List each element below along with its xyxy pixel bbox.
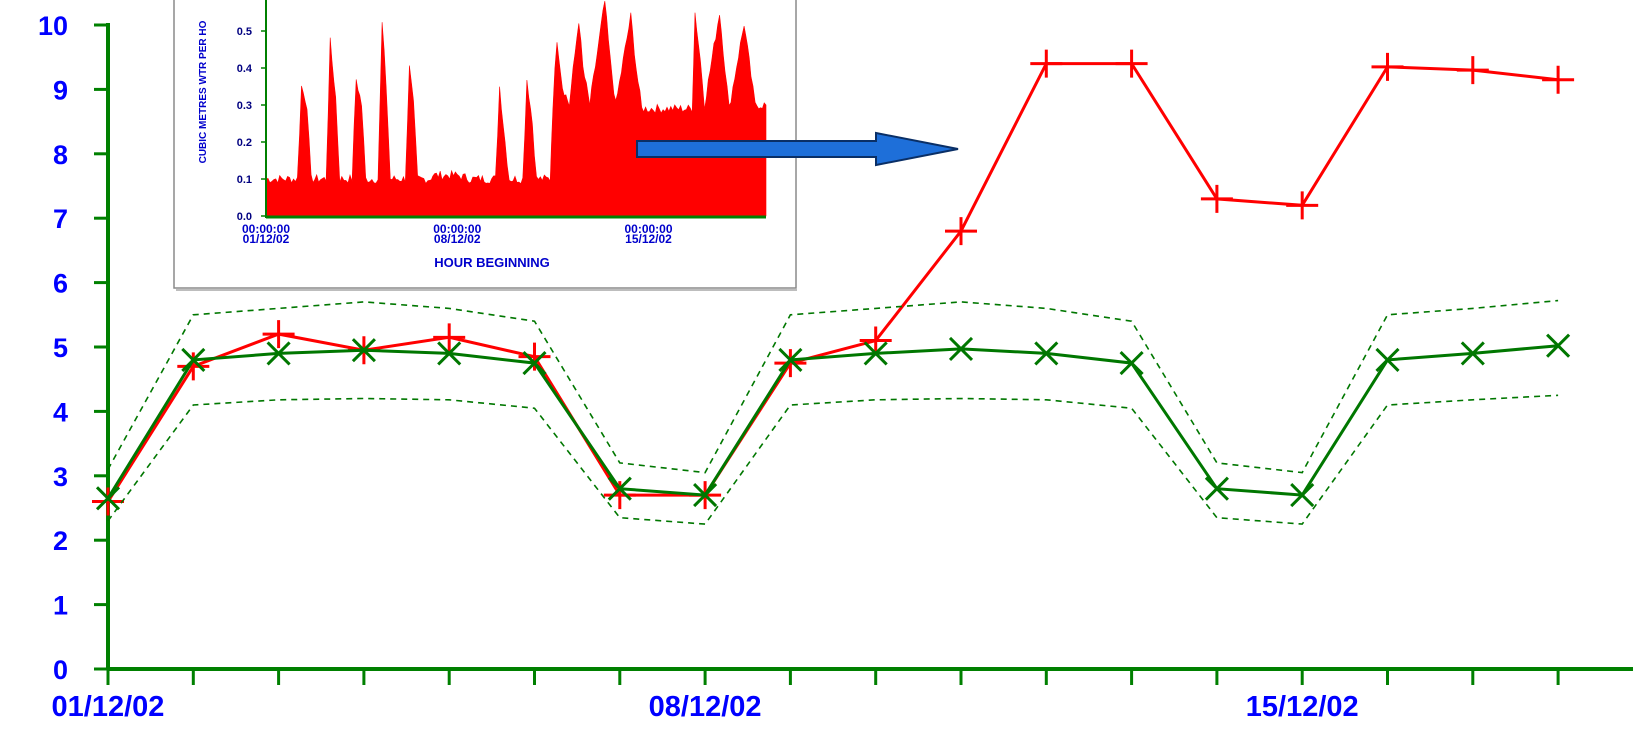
y-tick-label: 3 (53, 462, 68, 492)
plus-marker (262, 320, 295, 349)
y-tick-label: 8 (53, 140, 68, 170)
y-tick-label: 0 (53, 655, 68, 685)
y-tick-label: 1 (53, 591, 68, 621)
plus-marker (945, 217, 977, 246)
plus-marker (1371, 52, 1404, 81)
inset-x-tick-time: 00:00:00 (433, 222, 481, 236)
x-marker (1034, 341, 1059, 366)
plus-marker (603, 481, 636, 510)
plus-marker (518, 342, 551, 371)
x-marker (522, 351, 547, 376)
x-marker (1375, 347, 1400, 372)
plus-marker (1456, 56, 1489, 85)
plus-marker (177, 352, 210, 381)
callout-arrow (636, 131, 959, 167)
inset-y-tick-label: 0.5 (237, 26, 252, 38)
inset-x-tick-time: 00:00:00 (624, 222, 672, 236)
x-marker (95, 486, 121, 511)
inset-x-axis-label: HOUR BEGINNING (434, 255, 550, 270)
x-tick-label: 15/12/02 (1246, 691, 1359, 723)
inset-x-tick-time: 00:00:00 (242, 222, 290, 236)
y-tick-label: 10 (38, 11, 68, 41)
plus-marker (1286, 191, 1319, 220)
series-line-0 (106, 62, 1559, 503)
inset-y-axis-label: CUBIC METRES WTR PER HO (198, 20, 209, 163)
plus-marker (1200, 184, 1233, 213)
y-tick-label: 5 (53, 333, 68, 363)
band-line-3 (107, 394, 1559, 525)
inset-x-tick-date: 15/12/02 (625, 232, 672, 246)
plus-marker (92, 487, 124, 516)
x-marker (266, 341, 291, 366)
x-marker (437, 341, 462, 366)
band-line-2 (107, 299, 1559, 474)
inset-y-tick-label: 0.0 (237, 211, 252, 223)
x-marker (693, 483, 718, 508)
x-marker (1204, 476, 1229, 501)
y-tick-label: 7 (53, 204, 68, 234)
x-marker (1119, 351, 1144, 376)
series-line-1 (106, 344, 1559, 500)
x-marker (1290, 483, 1315, 508)
inset-x-tick-date: 08/12/02 (434, 232, 481, 246)
inset-area-series (265, 0, 767, 217)
y-tick-label: 2 (53, 526, 68, 556)
plus-marker (1030, 49, 1063, 78)
y-tick-label: 4 (53, 397, 68, 427)
x-marker (778, 347, 803, 372)
y-tick-label: 9 (53, 75, 68, 105)
plus-marker (1542, 65, 1575, 94)
x-marker (1460, 341, 1485, 366)
y-tick-label: 6 (53, 269, 68, 299)
x-marker (863, 341, 888, 366)
x-marker (607, 476, 632, 501)
plus-marker (433, 323, 466, 352)
inset-y-tick-label: 0.1 (237, 174, 252, 186)
x-marker (948, 336, 974, 361)
plus-marker (859, 326, 892, 355)
plus-marker (774, 349, 807, 378)
inset-y-tick-label: 0.4 (237, 63, 253, 75)
plus-marker (1115, 49, 1148, 78)
x-tick-label: 08/12/02 (649, 691, 762, 723)
inset-y-tick-label: 0.3 (237, 100, 252, 112)
x-marker (181, 347, 206, 372)
inset-x-tick-date: 01/12/02 (243, 232, 290, 246)
inset-y-tick-label: 0.2 (237, 137, 252, 149)
x-tick-label: 01/12/02 (52, 691, 165, 723)
x-marker (1546, 333, 1571, 358)
x-marker (351, 338, 376, 363)
